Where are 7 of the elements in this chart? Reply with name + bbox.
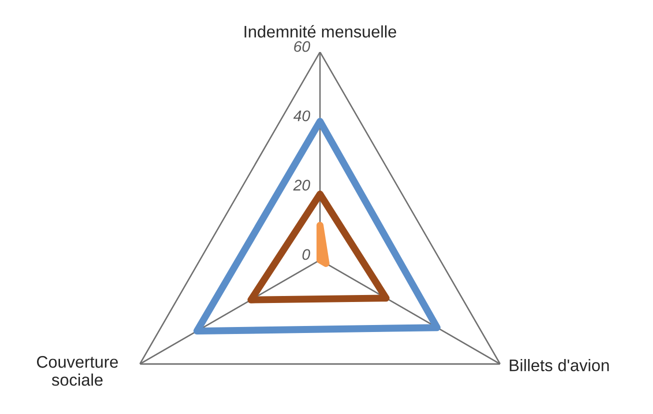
y-tick-label: 40 [293,110,310,122]
spoke-label: Billets d'avion [510,359,609,372]
y-tick-label: 60 [294,41,310,52]
spoke-label: Couverture sociale [36,356,118,386]
y-tick-label: 0 [302,249,310,260]
y-tick-label: 20 [293,180,310,191]
spoke-label: Indemnité mensuelle [244,25,396,38]
